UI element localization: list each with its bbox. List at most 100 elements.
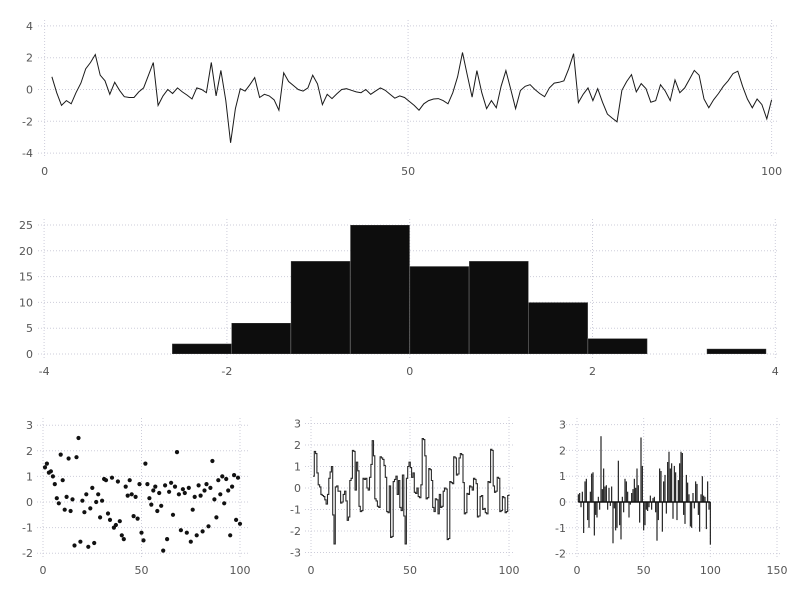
y-tick-label: 5	[26, 322, 33, 335]
scatter-point	[204, 482, 209, 487]
scatter-point	[123, 484, 128, 489]
scatter-point	[208, 485, 213, 490]
scatter-point	[226, 488, 231, 493]
y-tick-label: 25	[19, 219, 33, 232]
scatter-point	[100, 498, 105, 503]
scatter-point	[78, 539, 83, 544]
scatter-point	[117, 519, 122, 524]
scatter-point	[216, 478, 221, 483]
scatter-point	[137, 482, 142, 487]
y-tick-label: 10	[19, 296, 33, 309]
scatter-point	[90, 485, 95, 490]
scatter-point	[237, 521, 243, 526]
scatter-plot: 0 50 100 3 2 1 0 -1 -2	[22, 418, 251, 577]
scatter-point	[96, 492, 101, 497]
y-tick-label: 15	[19, 271, 33, 284]
scatter-point	[188, 539, 193, 544]
x-tick-label: 0	[40, 564, 47, 577]
scatter-point	[218, 492, 223, 497]
scatter-point	[121, 537, 126, 542]
scatter-point	[222, 501, 227, 506]
scatter-point	[174, 450, 180, 455]
scatter-point	[145, 482, 150, 487]
scatter-point	[92, 540, 97, 546]
y-tick-label: 1	[294, 461, 301, 474]
x-tick-label: -4	[39, 365, 50, 378]
x-tick-label: 50	[403, 564, 417, 577]
x-tick-label: 0	[574, 564, 581, 577]
scatter-point	[88, 506, 93, 511]
stem-plot: 0 50 100 150 3 2 1 0 -1 -2	[555, 418, 787, 577]
scatter-point	[109, 475, 115, 480]
scatter-point	[149, 502, 154, 507]
y-tick-label: 1	[26, 470, 33, 483]
scatter-point	[198, 493, 203, 498]
histogram-bar	[171, 343, 233, 355]
scatter-point	[143, 461, 148, 466]
histogram-bar	[706, 348, 767, 355]
y-tick-label: 0	[559, 496, 566, 509]
scatter-point	[151, 488, 156, 493]
y-tick-label: 4	[26, 20, 33, 33]
scatter-point	[196, 483, 201, 488]
scatter-point	[119, 533, 124, 538]
scatter-point	[82, 510, 87, 515]
x-tick-label: 4	[772, 365, 779, 378]
histogram-bar	[349, 224, 411, 355]
line-series	[51, 52, 773, 143]
scatter-point	[155, 508, 160, 514]
scatter-point	[105, 511, 111, 516]
histogram-bar	[528, 301, 589, 355]
scatter-point	[182, 490, 187, 496]
scatter-point	[84, 492, 89, 497]
scatter-point	[228, 533, 233, 538]
scatter-point	[50, 474, 56, 479]
y-tick-label: -4	[22, 147, 33, 160]
scatter-point	[167, 489, 172, 494]
x-tick-label: 50	[135, 564, 149, 577]
y-tick-label: 2	[294, 439, 301, 452]
scatter-point	[56, 501, 61, 506]
scatter-point	[125, 493, 130, 498]
histogram-bar	[231, 322, 292, 355]
scatter-point	[139, 530, 144, 535]
scatter-point	[200, 529, 205, 534]
scatter-point	[54, 496, 59, 501]
scatter-point	[170, 512, 176, 517]
x-tick-label: 150	[766, 564, 787, 577]
x-tick-label: 2	[589, 365, 596, 378]
scatter-point	[234, 517, 239, 523]
x-tick-label: -2	[221, 365, 232, 378]
scatter-point	[42, 465, 48, 470]
scatter-point	[172, 484, 178, 489]
scatter-point	[230, 484, 235, 489]
scatter-point	[169, 480, 174, 485]
scatter-point	[157, 490, 162, 496]
scatter-point	[70, 497, 75, 502]
scatter-point	[74, 455, 79, 460]
y-tick-label: -1	[22, 522, 33, 535]
scatter-point	[190, 507, 195, 512]
y-tick-label: 2	[26, 52, 33, 65]
x-tick-label: 100	[499, 564, 520, 577]
scatter-point	[232, 473, 237, 478]
y-tick-label: 0	[26, 496, 33, 509]
y-tick-label: 20	[19, 245, 33, 258]
scatter-point	[86, 544, 91, 549]
line-plot: 0 50 100 4 2 0 -2 -4	[22, 20, 782, 178]
y-tick-label: 3	[559, 419, 566, 432]
y-tick-label: 0	[26, 348, 33, 361]
scatter-point	[44, 461, 50, 466]
scatter-point	[131, 514, 136, 519]
y-tick-label: -2	[22, 115, 33, 128]
scatter-point	[62, 507, 67, 512]
scatter-point	[194, 533, 199, 538]
scatter-point	[72, 543, 77, 548]
scatter-point	[133, 494, 138, 499]
scatter-point	[202, 488, 207, 493]
scatter-point	[135, 516, 140, 521]
x-tick-label: 0	[406, 365, 413, 378]
y-tick-label: 0	[26, 84, 33, 97]
